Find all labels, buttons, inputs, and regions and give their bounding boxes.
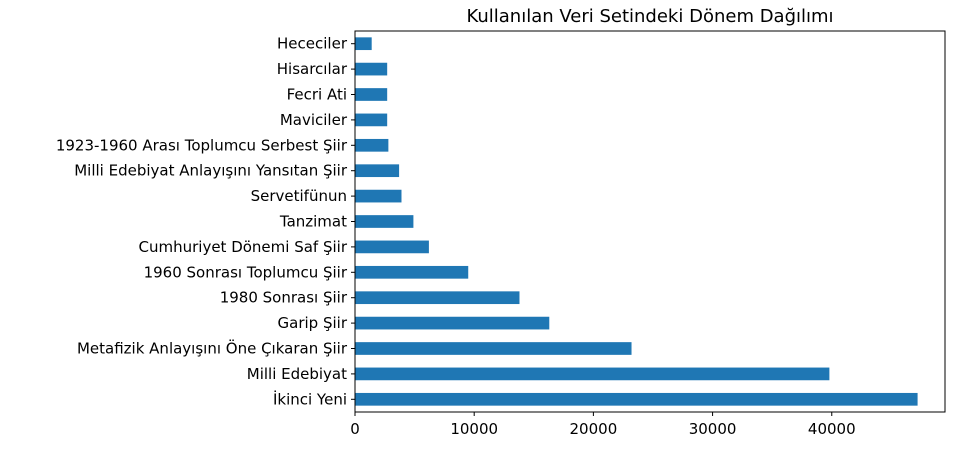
bar: [355, 138, 389, 152]
y-tick-label: Hisarcılar: [277, 60, 348, 78]
plot-frame: [354, 30, 946, 413]
y-tick-label: 1960 Sonrası Toplumcu Şiir: [144, 263, 348, 281]
bar: [355, 392, 918, 406]
y-tick-label: Hececiler: [277, 35, 348, 53]
bar: [355, 342, 632, 355]
y-tick-label: Metafizik Anlayışını Öne Çıkaran Şiir: [77, 339, 348, 358]
bar: [355, 37, 372, 51]
y-tick-label: Servetifünun: [251, 187, 347, 205]
bar: [355, 88, 388, 101]
bar: [355, 240, 429, 254]
x-tick-label: 30000: [689, 420, 737, 438]
bar: [355, 215, 414, 228]
x-tick-label: 0: [350, 420, 360, 438]
chart-title: Kullanılan Veri Setindeki Dönem Dağılımı: [466, 6, 833, 27]
y-tick-label: 1980 Sonrası Şiir: [220, 289, 348, 307]
y-tick-label: Milli Edebiyat Anlayışını Yansıtan Şiir: [74, 162, 348, 180]
bar: [355, 189, 402, 203]
y-tick-label: 1923-1960 Arası Toplumcu Serbest Şiir: [56, 136, 348, 154]
y-tick-label: Tanzimat: [279, 213, 347, 231]
y-tick-label: Milli Edebiyat: [247, 365, 347, 383]
bar: [355, 291, 520, 305]
x-tick-label: 20000: [570, 420, 618, 438]
bar: [355, 164, 400, 178]
x-axis-ticks: 0 10000 20000 30000 40000: [350, 412, 856, 438]
y-tick-label: İkinci Yeni: [273, 389, 347, 408]
x-tick-label: 10000: [450, 420, 498, 438]
x-tick-label: 40000: [808, 420, 856, 438]
bar: [355, 113, 388, 127]
y-tick-label: Maviciler: [280, 111, 348, 129]
y-axis-ticks: İkinci Yeni Milli Edebiyat Metafizik Anlay…: [56, 35, 355, 408]
y-tick-label: Fecri Ati: [287, 86, 347, 104]
y-tick-label: Garip Şiir: [278, 314, 348, 332]
bar: [355, 62, 388, 76]
bar: [355, 265, 469, 279]
bars-group: [355, 37, 918, 406]
y-tick-label: Cumhuriyet Dönemi Saf Şiir: [139, 238, 348, 256]
bar: [355, 367, 830, 381]
bar: [355, 316, 550, 330]
